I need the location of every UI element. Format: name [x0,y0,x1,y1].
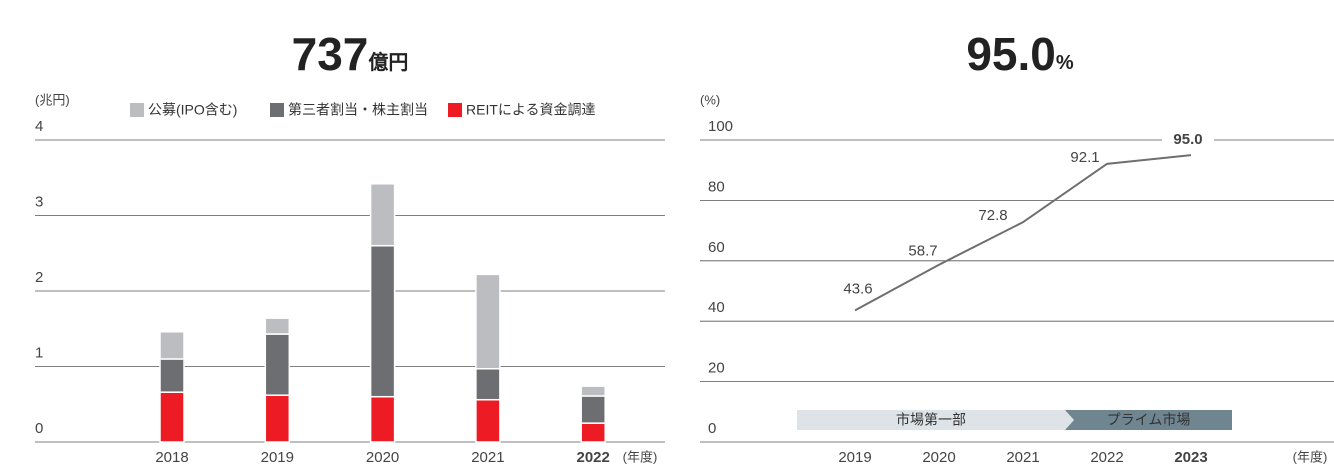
legend-label: 公募(IPO含む) [148,102,237,118]
y-tick-label: 40 [708,299,725,316]
y-tick-label: 20 [708,360,725,377]
bar-segment [159,358,185,393]
bar-segment [369,395,396,443]
y-tick-label: 80 [708,178,725,195]
y-axis-label: (%) [700,92,720,107]
line [854,154,1192,312]
bar-segment [580,395,606,424]
x-tick-label: 2019 [838,449,871,466]
bar-segment [475,273,501,370]
bar-segment [369,244,396,398]
data-label: 72.8 [978,207,1007,224]
bar-segment [264,317,291,335]
title-unit: % [1056,52,1074,74]
x-axis-label: (年度) [1293,449,1328,464]
y-tick-label: 1 [35,344,43,361]
y-axis-label: (兆円) [35,92,70,107]
y-tick-label: 0 [708,420,716,437]
legend-swatch [130,103,144,117]
x-tick-label: 2020 [366,449,399,466]
label-bg [1162,130,1214,151]
period-label: プライム市場 [1107,412,1191,428]
bar-segment [264,394,291,443]
legend-label: 第三者割当・株主割当 [288,102,428,118]
x-tick-label: 2022 [577,449,610,466]
bar-segment [159,391,185,443]
x-tick-label: 2019 [261,449,294,466]
chart-title: 737億円 [292,28,409,80]
x-tick-label: 2022 [1090,449,1123,466]
bar-segment [580,422,606,443]
data-label: 43.6 [843,280,872,297]
title-value: 95.0 [966,28,1056,80]
data-label: 58.7 [908,243,937,260]
legend-swatch [270,103,284,117]
y-tick-label: 60 [708,239,725,256]
bar-segment [475,368,501,401]
y-tick-label: 100 [708,118,733,135]
y-tick-label: 3 [35,193,43,210]
bar-segment [369,183,396,247]
x-tick-label: 2018 [155,449,188,466]
bar-segment [475,398,501,443]
period-band [797,410,1074,430]
legend-label: REITによる資金調達 [466,102,595,118]
title-unit: 億円 [368,50,408,74]
bar-segment [159,331,185,360]
data-label: 95.0 [1173,131,1202,148]
title-value: 737 [292,28,369,80]
data-label: 92.1 [1070,149,1099,166]
x-axis-label: (年度) [623,449,658,464]
x-tick-label: 2021 [471,449,504,466]
y-tick-label: 4 [35,118,43,135]
y-tick-label: 0 [35,420,43,437]
bar-segment [580,385,606,397]
legend-swatch [448,103,462,117]
x-tick-label: 2021 [1006,449,1039,466]
x-tick-label: 2023 [1174,449,1207,466]
chart-title: 95.0% [966,28,1074,80]
x-tick-label: 2020 [922,449,955,466]
y-tick-label: 2 [35,269,43,286]
period-label: 市場第一部 [896,412,966,428]
period-band [1065,410,1232,430]
bar-segment [264,333,291,396]
